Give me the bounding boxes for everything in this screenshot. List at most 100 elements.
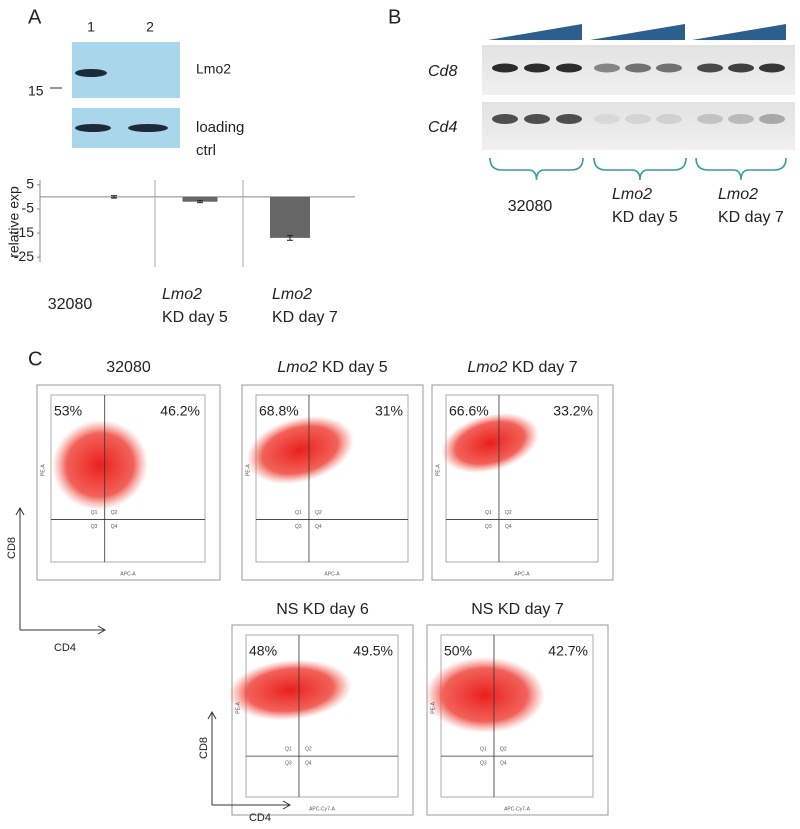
- y-axis-label: PE-A: [235, 701, 241, 713]
- gel-band: [594, 63, 620, 73]
- y-axis-label: PE-A: [40, 464, 46, 476]
- bar: [182, 196, 218, 202]
- gel-band: [697, 63, 723, 73]
- plot-area: [245, 634, 399, 798]
- group-label: 32080: [508, 198, 553, 215]
- plot-frame: [231, 624, 414, 816]
- bar-chart: 5 -5 -15 -25 32080 Lmo2 KD day 5 Lmo2 KD day 7: [14, 176, 355, 326]
- quadrant-label: Q3: [91, 524, 98, 530]
- y-axis-label: PE-A: [245, 464, 251, 476]
- quadrant-label: Q3: [480, 760, 487, 766]
- bar: [270, 196, 310, 238]
- plot-title: 32080: [106, 359, 151, 376]
- brace: [489, 157, 584, 181]
- y-tick-label: -25: [14, 248, 34, 264]
- plot-title-text: NS KD day 6: [276, 601, 369, 618]
- gene-label: Cd4: [428, 119, 457, 136]
- group-gene: Lmo2: [162, 286, 202, 303]
- axis-arrow: [15, 506, 107, 635]
- gel-band: [728, 63, 754, 73]
- group-label: 32080: [48, 296, 93, 313]
- band: [128, 124, 168, 132]
- quadrant-percent: 53%: [54, 403, 82, 419]
- y-axis-label: relative exp: [6, 186, 22, 258]
- gradient-triangle: [488, 24, 582, 40]
- gel-band: [759, 63, 785, 73]
- quadrant-label: Q2: [111, 510, 118, 516]
- quadrant-label: Q4: [315, 524, 322, 530]
- quadrant-percent: 50%: [444, 643, 472, 659]
- panel-label: B: [388, 6, 401, 28]
- blot-label-box: loading ctrl: [196, 119, 245, 159]
- flow-plots: Q1 Q2 Q3 Q4 APC-A PE-A 53% 46.2% 32080 Q1 Q2 Q3 Q4 AP…: [6, 359, 614, 824]
- gene-label: Cd8: [428, 63, 457, 80]
- brace: [695, 157, 787, 181]
- group-gene: Lmo2: [718, 186, 758, 203]
- y-tick-label: -15: [14, 224, 34, 240]
- plot-title-text: 32080: [106, 359, 151, 376]
- plot-area: [50, 394, 206, 563]
- y-tick-label: -5: [22, 200, 35, 216]
- panel-label: A: [28, 6, 42, 28]
- gel-band: [556, 114, 582, 124]
- group-condition: KD day 7: [718, 209, 784, 226]
- event-cloud: [425, 657, 545, 733]
- quadrant-label: Q2: [305, 746, 312, 752]
- plot-title-gene: Lmo2: [277, 359, 317, 376]
- gel-band: [556, 63, 582, 73]
- lane-label: 2: [146, 19, 154, 35]
- group-condition: KD day 5: [162, 309, 228, 326]
- gel-band: [759, 114, 785, 124]
- quadrant-label: Q4: [305, 760, 312, 766]
- group-condition: KD day 7: [272, 309, 338, 326]
- event-cloud: [246, 415, 354, 485]
- gel: [482, 102, 795, 150]
- axis-arrow: [207, 710, 292, 810]
- marker-label: 15: [28, 83, 44, 99]
- quadrant-label: Q1: [485, 510, 492, 516]
- quadrant-label: Q4: [505, 524, 512, 530]
- x-axis-label: APC-A: [120, 571, 136, 577]
- quadrant-label: Q3: [295, 524, 302, 530]
- gel-band: [492, 114, 518, 124]
- gel-band: [697, 114, 723, 124]
- gel-band: [656, 114, 682, 124]
- group-gene: Lmo2: [612, 186, 652, 203]
- gel-band: [625, 114, 651, 124]
- quadrant-percent: 33.2%: [553, 403, 593, 419]
- groups: 32080 Lmo2 KD day 5 Lmo2 KD day 7: [489, 157, 787, 226]
- quadrant-percent: 48%: [249, 643, 277, 659]
- gel-band: [524, 114, 550, 124]
- gel-band: [492, 63, 518, 73]
- gel-band: [594, 114, 620, 124]
- band: [75, 124, 111, 132]
- y-tick-label: 5: [26, 176, 34, 192]
- quadrant-percent: 42.7%: [548, 643, 588, 659]
- plot-area: [255, 394, 409, 563]
- brace: [593, 157, 687, 181]
- quadrant-label: Q3: [285, 760, 292, 766]
- blot-label: loading ctrl: [196, 119, 245, 159]
- quadrant-label: Q4: [111, 524, 118, 530]
- lane-label: 1: [87, 19, 95, 35]
- plot-title-text: KD day 5: [322, 359, 388, 376]
- quadrant-label: Q2: [315, 510, 322, 516]
- plot-title: NS KD day 6: [276, 601, 369, 618]
- quadrant-label: Q2: [505, 510, 512, 516]
- plot-area: [445, 394, 599, 563]
- group-condition: KD day 5: [612, 209, 678, 226]
- gradient-triangle: [590, 24, 685, 40]
- quadrant-percent: 66.6%: [449, 403, 489, 419]
- axis-name: CD4: [249, 812, 271, 824]
- x-axis-label: APC-Cy7-A: [309, 806, 336, 812]
- quadrant-percent: 46.2%: [160, 403, 200, 419]
- gel-band: [524, 63, 550, 73]
- axis-name: CD8: [198, 737, 210, 759]
- quadrant-label: Q3: [485, 524, 492, 530]
- plot-title: Lmo2 KD day 5: [277, 359, 387, 376]
- plot-title: Lmo2 KD day 7: [467, 359, 577, 376]
- x-axis-label: APC-Cy7-A: [504, 806, 531, 812]
- quadrant-label: Q2: [500, 746, 507, 752]
